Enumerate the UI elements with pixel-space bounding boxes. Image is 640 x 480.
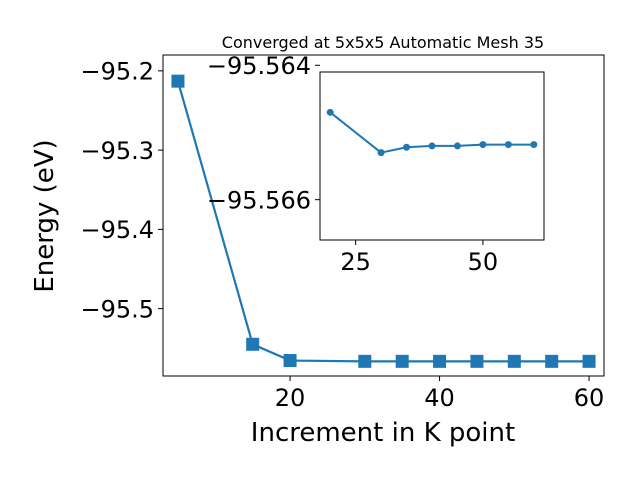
inset-series-line: [329, 111, 534, 154]
inset-point-3: [428, 142, 436, 150]
main-x-tick-label-0: 20: [275, 384, 306, 412]
main-y-tick-label-2: −95.3: [80, 137, 154, 165]
main-y-tick-label-1: −95.4: [80, 216, 154, 244]
inset-point-6: [504, 141, 512, 149]
inset-x-tick-label-1: 50: [468, 248, 499, 276]
main-point-6: [470, 354, 484, 368]
main-x-tick-label-2: 60: [574, 384, 605, 412]
main-axes-frame: [162, 54, 605, 377]
main-point-1: [246, 337, 260, 351]
main-point-0: [171, 74, 185, 88]
main-x-tick-label-1: 40: [424, 384, 455, 412]
x-axis-label: Increment in K point: [251, 418, 515, 448]
inset-x-tick-label-0: 25: [340, 248, 371, 276]
chart-title: Converged at 5x5x5 Automatic Mesh 35: [222, 33, 544, 52]
inset-y-tick-label-0: −95.566: [207, 186, 311, 214]
inset-y-tick-label-1: −95.564: [207, 52, 311, 80]
main-point-3: [358, 354, 372, 368]
main-y-tick-label-0: −95.5: [80, 295, 154, 323]
main-point-5: [433, 354, 447, 368]
inset-point-0: [326, 108, 334, 116]
main-point-4: [395, 354, 409, 368]
inset-point-2: [403, 143, 411, 151]
main-point-2: [283, 354, 297, 368]
inset-point-1: [377, 149, 385, 157]
main-point-8: [545, 354, 559, 368]
inset-point-5: [479, 141, 487, 149]
inset-point-4: [453, 142, 461, 150]
main-y-tick-label-3: −95.2: [80, 57, 154, 85]
main-series-line: [176, 80, 590, 363]
inset-point-7: [530, 141, 538, 149]
y-axis-label: Energy (eV): [30, 139, 60, 292]
main-point-7: [507, 354, 521, 368]
inset-axes-frame: [319, 71, 545, 241]
main-point-9: [582, 354, 596, 368]
